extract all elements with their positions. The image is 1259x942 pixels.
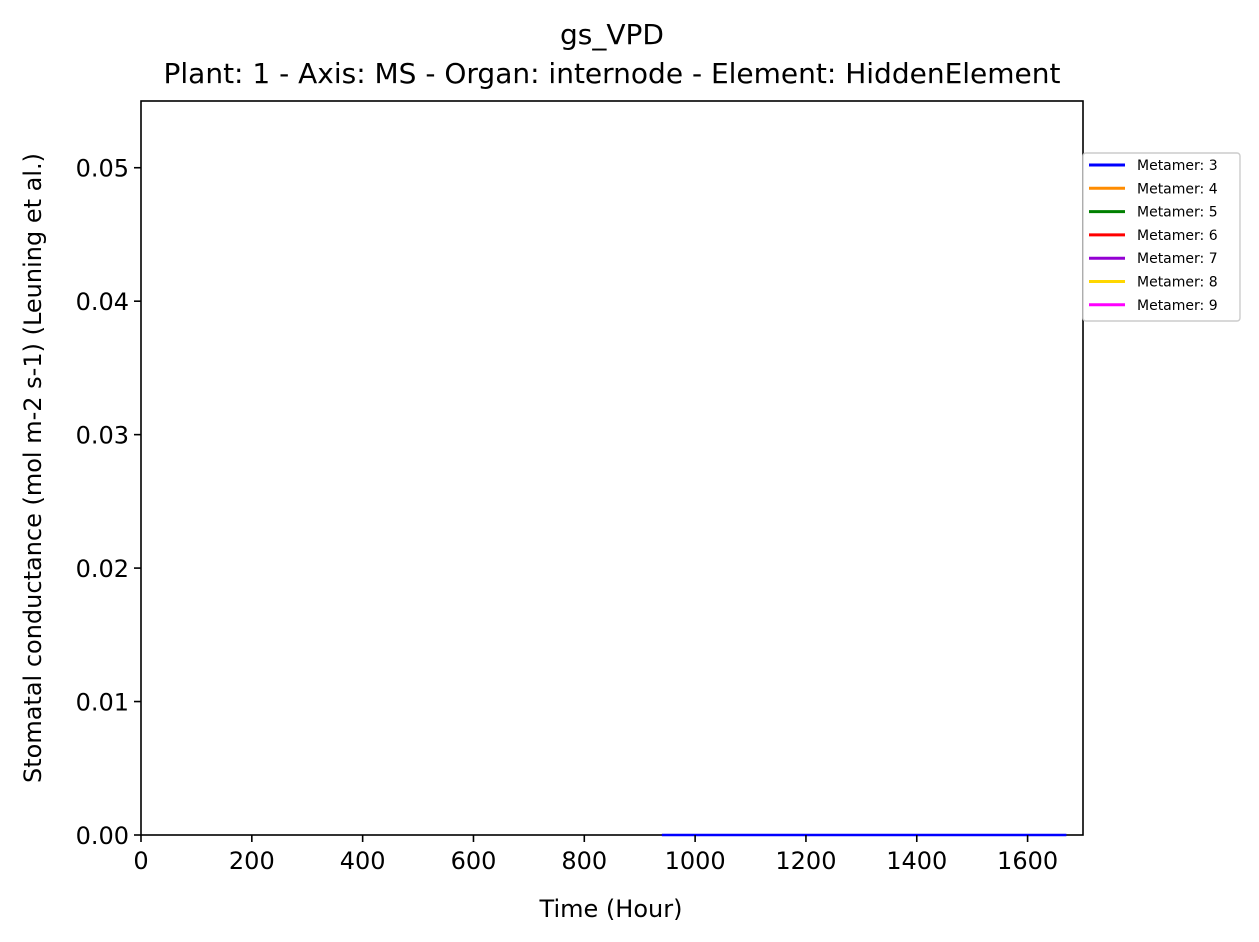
plot-area [140,100,1084,836]
y-tick-label: 0.05 [76,155,129,183]
plot-frame [140,100,1084,836]
y-tick-label: 0.02 [76,555,129,583]
y-tick-label: 0.04 [76,288,129,316]
legend-box [1082,152,1241,322]
x-tick-label: 400 [340,847,386,875]
legend: Metamer: 3 Metamer: 4 Metamer: 5 Metamer: 6… [1082,152,1241,322]
x-axis-ticks: 0 200 400 600 800 1000 1200 1400 1600 [133,835,1058,875]
legend-label-4: Metamer: 4 [1137,181,1218,197]
x-tick-label: 600 [451,847,497,875]
legend-label-7: Metamer: 7 [1137,251,1218,267]
x-tick-label: 1000 [665,847,726,875]
x-tick-label: 1600 [997,847,1058,875]
x-axis-label: Time (Hour) [539,895,683,923]
y-axis-label: Stomatal conductance (mol m-2 s-1) (Leun… [19,153,47,783]
legend-label-5: Metamer: 5 [1137,205,1218,221]
legend-label-6: Metamer: 6 [1137,228,1218,244]
x-tick-label: 1400 [886,847,947,875]
y-tick-label: 0.00 [76,822,129,850]
chart-subtitle: Plant: 1 - Axis: MS - Organ: internode -… [164,57,1061,90]
x-tick-label: 200 [229,847,275,875]
y-axis-ticks: 0.00 0.01 0.02 0.03 0.04 0.05 [76,155,141,850]
legend-label-3: Metamer: 3 [1137,158,1218,174]
legend-label-9: Metamer: 9 [1137,298,1218,314]
chart-title: gs_VPD [560,18,664,51]
legend-label-8: Metamer: 8 [1137,275,1218,291]
y-tick-label: 0.01 [76,689,129,717]
x-tick-label: 1200 [775,847,836,875]
x-tick-label: 0 [133,847,148,875]
x-tick-label: 800 [561,847,607,875]
y-tick-label: 0.03 [76,422,129,450]
